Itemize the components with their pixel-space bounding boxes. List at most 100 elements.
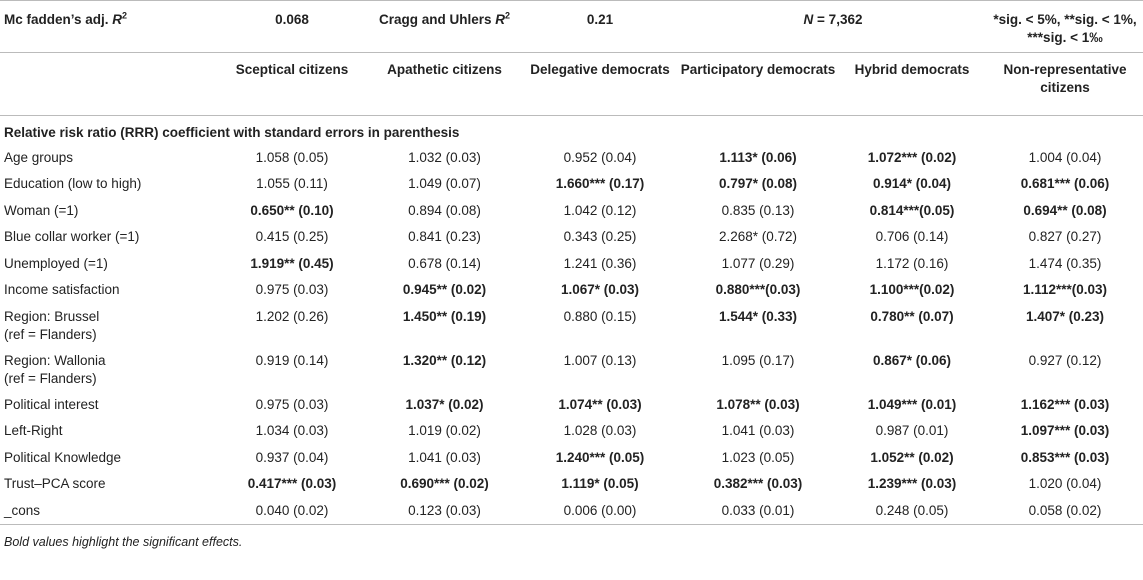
sample-size: N = 7,362 — [679, 0, 988, 53]
column-header: Hybrid democrats — [837, 52, 988, 116]
table-cell: 1.042 (0.12) — [563, 202, 637, 218]
table-cell: 0.814***(0.05) — [869, 202, 955, 218]
column-header: Apathetic citizens — [368, 52, 521, 116]
row-label-text: Region: Wallonia — [4, 352, 106, 368]
regression-table-container: Mc fadden’s adj. R2 0.068 Cragg and Uhle… — [0, 0, 1143, 549]
row-label-subtext: (ref = Flanders) — [4, 326, 97, 342]
table-cell: 1.162*** (0.03) — [1020, 396, 1110, 412]
row-label-text: Political interest — [4, 396, 99, 412]
row-label-text: Woman (=1) — [4, 202, 79, 218]
table-row: Political Knowledge 0.937 (0.04) 1.041 (0.… — [0, 445, 1143, 472]
table-row: Age groups 1.058 (0.05) 1.032 (0.03) 0.952 … — [0, 145, 1143, 172]
table-row: Political interest 0.975 (0.03) 1.037* (0.… — [0, 392, 1143, 419]
column-header: Delegative democrats — [521, 52, 679, 116]
table-cell: 1.240*** (0.05) — [555, 449, 645, 465]
table-cell: 0.706 (0.14) — [875, 229, 949, 244]
column-header: Participatory democrats — [679, 52, 837, 116]
table-cell: 0.058 (0.02) — [987, 497, 1143, 525]
table-cell: 0.880 (0.15) — [563, 308, 637, 324]
table-cell: 0.867* (0.06) — [872, 352, 952, 368]
row-label-subtext: (ref = Flanders) — [4, 370, 97, 386]
table-cell: 1.049*** (0.01) — [867, 396, 957, 412]
mcfadden-value: 0.068 — [216, 0, 368, 53]
table-row: Region: Wallonia (ref = Flanders) 0.919 (0… — [0, 348, 1143, 392]
row-label: Region: Wallonia (ref = Flanders) — [0, 348, 216, 392]
table-cell: 0.937 (0.04) — [255, 449, 329, 465]
row-label: Region: Brussel (ref = Flanders) — [0, 304, 216, 348]
table-row: Left-Right 1.034 (0.03) 1.019 (0.02) 1.028 … — [0, 418, 1143, 445]
row-label-text: Blue collar worker (=1) — [4, 229, 140, 244]
table-cell: 1.095 (0.17) — [721, 352, 795, 368]
row-label: Woman (=1) — [0, 198, 216, 225]
row-label-text: Region: Brussel — [4, 308, 100, 324]
table-cell: 0.914* (0.04) — [872, 176, 952, 191]
row-label-text: Education (low to high) — [4, 176, 142, 191]
table-row: Income satisfaction 0.975 (0.03) 0.945** (… — [0, 277, 1143, 304]
table-cell: 1.239*** (0.03) — [867, 476, 957, 491]
table-cell: 1.078** (0.03) — [716, 396, 800, 412]
row-label-text: Unemployed (=1) — [4, 255, 108, 271]
fit-statistics-row: Mc fadden’s adj. R2 0.068 Cragg and Uhle… — [0, 0, 1143, 53]
table-cell: 1.100***(0.02) — [869, 282, 955, 297]
table-cell: 1.007 (0.13) — [563, 352, 637, 368]
table-cell: 1.041 (0.03) — [408, 449, 481, 465]
table-row: Education (low to high) 1.055 (0.11) 1.049… — [0, 171, 1143, 198]
table-cell: 1.119* (0.05) — [561, 476, 639, 491]
table-cell: 0.952 (0.04) — [563, 149, 637, 165]
table-cell: 0.853*** (0.03) — [1020, 449, 1110, 465]
table-cell: 0.894 (0.08) — [408, 202, 481, 218]
table-cell: 1.049 (0.07) — [408, 176, 481, 191]
table-cell: 0.650** (0.10) — [250, 202, 334, 218]
table-cell: 1.241 (0.36) — [563, 255, 637, 271]
table-cell: 0.975 (0.03) — [255, 396, 329, 412]
table-cell: 1.055 (0.11) — [256, 176, 328, 191]
row-label-text: Left-Right — [4, 423, 63, 438]
table-cell: 1.113* (0.06) — [719, 149, 797, 165]
table-cell: 0.841 (0.23) — [408, 229, 481, 244]
row-label-text: Income satisfaction — [4, 282, 120, 297]
footnote: Bold values highlight the significant ef… — [4, 534, 243, 549]
table-cell: 1.004 (0.04) — [1028, 149, 1102, 165]
table-cell: 0.678 (0.14) — [408, 255, 481, 271]
table-cell: 1.041 (0.03) — [721, 423, 795, 438]
table-cell: 1.112***(0.03) — [1022, 282, 1108, 297]
row-label: Left-Right — [0, 418, 216, 445]
table-cell: 1.028 (0.03) — [563, 423, 637, 438]
table-cell: 0.945** (0.02) — [402, 282, 487, 297]
table-cell: 1.919** (0.45) — [250, 255, 334, 271]
row-label: Trust–PCA score — [0, 471, 216, 498]
table-row: Unemployed (=1) 1.919** (0.45) 0.678 (0.14… — [0, 251, 1143, 278]
table-cell: 0.919 (0.14) — [255, 352, 329, 368]
table-row: Trust–PCA score 0.417*** (0.03) 0.690*** (… — [0, 471, 1143, 498]
table-cell: 1.032 (0.03) — [408, 149, 481, 165]
row-label-text: _cons — [4, 502, 41, 518]
table-cell: 0.690*** (0.02) — [400, 476, 489, 491]
table-cell: 0.797* (0.08) — [718, 176, 798, 191]
table-cell: 0.040 (0.02) — [216, 497, 368, 525]
table-cell: 1.072*** (0.02) — [867, 149, 957, 165]
table-cell: 0.248 (0.05) — [837, 497, 988, 525]
column-header-row: Sceptical citizens Apathetic citizens Dele… — [0, 52, 1143, 116]
table-cell: 1.067* (0.03) — [560, 282, 640, 297]
table-cell: 1.023 (0.05) — [721, 449, 795, 465]
section-title: Relative risk ratio (RRR) coefficient wi… — [4, 125, 460, 140]
table-cell: 1.019 (0.02) — [408, 423, 481, 438]
table-cell: 0.343 (0.25) — [563, 229, 637, 244]
cragg-label: Cragg and Uhlers R2 — [368, 0, 521, 53]
header-blank — [0, 52, 216, 116]
column-header: Non-representative citizens — [987, 52, 1143, 116]
row-label-text: Political Knowledge — [4, 449, 122, 465]
section-title-row: Relative risk ratio (RRR) coefficient wi… — [0, 116, 1143, 145]
table-cell: 0.415 (0.25) — [255, 229, 329, 244]
table-cell: 0.694** (0.08) — [1023, 202, 1107, 218]
table-cell: 1.172 (0.16) — [875, 255, 949, 271]
row-label: Education (low to high) — [0, 171, 216, 198]
table-cell: 0.417*** (0.03) — [247, 476, 337, 491]
table-cell: 1.407* (0.23) — [1025, 308, 1105, 324]
table-cell: 1.097*** (0.03) — [1020, 423, 1110, 438]
row-label: _cons — [0, 497, 216, 525]
table-cell: 0.382*** (0.03) — [713, 476, 803, 491]
table-cell: 1.077 (0.29) — [721, 255, 795, 271]
row-label: Unemployed (=1) — [0, 251, 216, 278]
table-cell: 1.660*** (0.17) — [555, 176, 645, 191]
